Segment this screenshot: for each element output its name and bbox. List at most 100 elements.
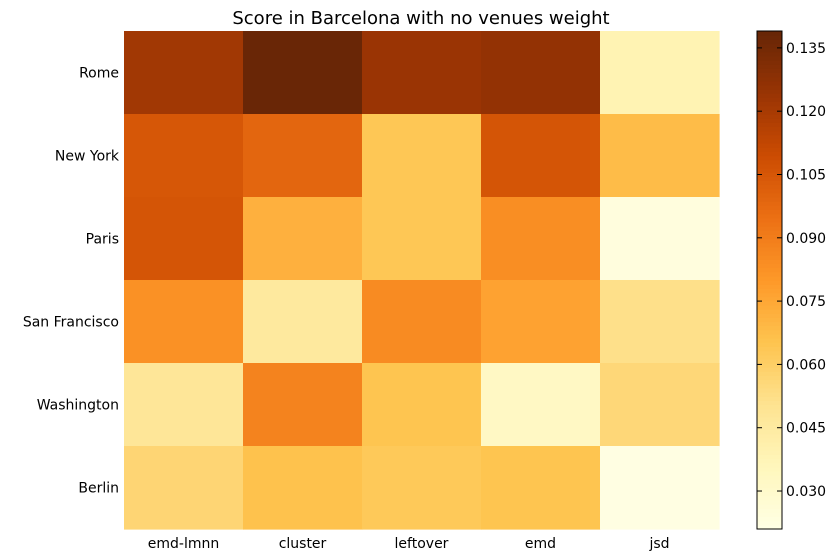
colorbar-segment (757, 201, 782, 206)
colorbar-segment (757, 491, 782, 497)
colorbar-segment (757, 437, 782, 443)
heatmap-cells (124, 31, 720, 530)
colorbar-segment (757, 234, 782, 240)
colorbar-segment (757, 458, 782, 464)
colorbar-segment (757, 60, 782, 65)
colorbar-segment (757, 242, 782, 248)
column-label: leftover (395, 536, 449, 552)
colorbar-segment (757, 450, 782, 455)
colorbar-segment (757, 188, 782, 194)
colorbar-segment (757, 280, 782, 285)
heatmap-cell (243, 446, 363, 530)
colorbar-segment (757, 217, 782, 223)
colorbar-segment (757, 416, 782, 422)
colorbar-segment (757, 375, 782, 381)
colorbar-segment (757, 342, 782, 347)
colorbar-segment (757, 371, 782, 377)
colorbar-segment (757, 184, 782, 190)
colorbar-segment (757, 524, 782, 530)
colorbar-segment (757, 76, 782, 82)
colorbar-segment (757, 470, 782, 476)
heatmap-cell (124, 31, 244, 115)
colorbar-segment (757, 483, 782, 489)
heatmap-cell (600, 114, 720, 198)
colorbar-tick-label: 0.060 (786, 357, 826, 373)
colorbar-tick-label: 0.105 (786, 167, 826, 183)
heatmap-cell (481, 280, 601, 364)
colorbar-segment (757, 300, 782, 306)
colorbar-segment (757, 425, 782, 430)
colorbar-segment (757, 284, 782, 289)
colorbar-segment (757, 421, 782, 426)
heatmap-cell (362, 363, 482, 447)
heatmap-cell (481, 197, 601, 281)
heatmap-cell (481, 363, 601, 447)
colorbar-tick-label: 0.135 (786, 41, 826, 57)
column-label: emd (525, 536, 556, 552)
colorbar-segment (757, 350, 782, 356)
colorbar-segment (757, 367, 782, 372)
colorbar-segment (757, 250, 782, 256)
chart-title: Score in Barcelona with no venues weight (232, 8, 609, 29)
colorbar-segment (757, 97, 782, 103)
colorbar-segment (757, 68, 782, 74)
colorbar-segment (757, 101, 782, 107)
colorbar-segment (757, 93, 782, 98)
heatmap-cell (481, 446, 601, 530)
colorbar-segment (757, 363, 782, 368)
colorbar-segment (757, 292, 782, 298)
colorbar-segment (757, 267, 782, 273)
colorbar-segment (757, 64, 782, 69)
colorbar-segment (757, 134, 782, 140)
colorbar-segment (757, 147, 782, 152)
colorbar-segment (757, 288, 782, 294)
row-label: Rome (79, 66, 119, 82)
heatmap-cell (600, 31, 720, 115)
heatmap-cell (243, 114, 363, 198)
colorbar-segment (757, 433, 782, 439)
colorbar-segment (757, 321, 782, 327)
colorbar-segment (757, 51, 782, 57)
colorbar-segment (757, 429, 782, 435)
colorbar-segment (757, 130, 782, 136)
heatmap-cell (481, 114, 601, 198)
heatmap-cell (124, 446, 244, 530)
colorbar-segment (757, 205, 782, 211)
heatmap-cell (481, 31, 601, 115)
row-label: New York (55, 149, 120, 165)
colorbar-segment (757, 358, 782, 364)
colorbar-segment (757, 176, 782, 181)
colorbar-segment (757, 84, 782, 90)
colorbar-segment (757, 383, 782, 389)
colorbar-segment (757, 392, 782, 397)
colorbar-segment (757, 118, 782, 123)
colorbar-segment (757, 512, 782, 518)
heatmap-cell (243, 280, 363, 364)
colorbar-tick-label: 0.045 (786, 421, 826, 437)
row-label: Washington (37, 398, 119, 414)
colorbar-segment (757, 167, 782, 173)
colorbar-segment (757, 55, 782, 61)
colorbar-segment (757, 487, 782, 493)
colorbar-segment (757, 466, 782, 472)
colorbar-segment (757, 516, 782, 522)
heatmap-cell (243, 197, 363, 281)
colorbar-segment (757, 508, 782, 513)
colorbar-segment (757, 412, 782, 418)
colorbar-segment (757, 209, 782, 215)
colorbar-segment (757, 43, 782, 49)
colorbar: 0.030 0.045 0.060 0.075 0.090 0.105 0.120 0.135 (756, 30, 826, 530)
colorbar-segment (757, 325, 782, 331)
column-label: cluster (279, 536, 327, 552)
column-labels: emd-lmnn cluster leftover emd jsd (148, 536, 670, 552)
heatmap-cell (362, 446, 482, 530)
row-label: Berlin (78, 481, 119, 497)
colorbar-segment (757, 404, 782, 410)
colorbar-segment (757, 408, 782, 414)
colorbar-segment (757, 462, 782, 468)
heatmap-cell (600, 197, 720, 281)
colorbar-tick-label: 0.090 (786, 231, 826, 247)
colorbar-segment (757, 172, 782, 177)
heatmap-cell (600, 363, 720, 447)
heatmap-cell (124, 280, 244, 364)
